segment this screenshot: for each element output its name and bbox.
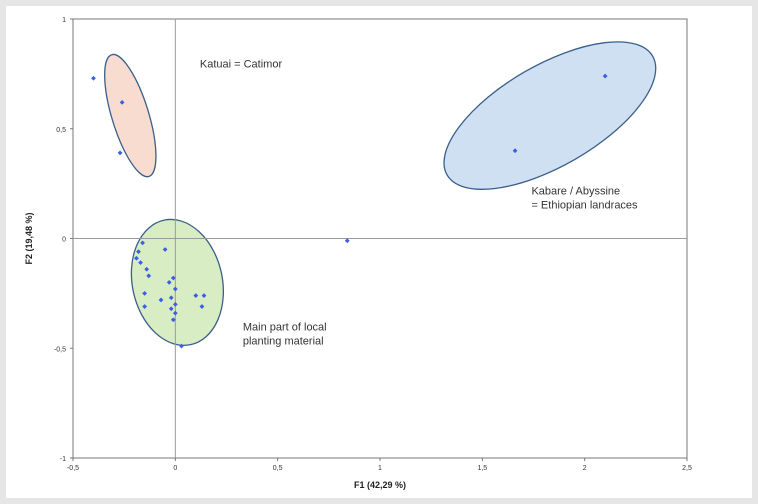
data-point bbox=[172, 301, 178, 307]
data-point bbox=[179, 343, 184, 349]
x-tick-label: 0 bbox=[173, 465, 177, 472]
data-point bbox=[512, 148, 518, 154]
data-point bbox=[142, 304, 148, 309]
x-tick-label: 2,5 bbox=[682, 465, 692, 472]
data-point bbox=[166, 280, 172, 285]
scatter-chart: -0,5 0 0,5 1 1,5 2 2,510,50-0,5-1 Katuai = Cat… bbox=[24, 17, 692, 490]
data-point bbox=[199, 304, 205, 309]
x-axis-title: F1 (42,29 %) bbox=[354, 480, 406, 490]
group-ellipse-0 bbox=[104, 53, 157, 178]
group-annotation-2: = Ethiopian landraces bbox=[531, 200, 638, 212]
data-point bbox=[138, 260, 143, 266]
y-axis-title: F2 (19,48 %) bbox=[24, 212, 34, 264]
group-annotation-1: planting material bbox=[243, 336, 324, 348]
data-point bbox=[117, 150, 123, 156]
y-tick-label: 1 bbox=[62, 17, 66, 24]
group-ellipse-1 bbox=[130, 218, 225, 347]
data-point bbox=[158, 297, 164, 303]
data-point bbox=[344, 238, 350, 244]
data-point bbox=[170, 275, 176, 281]
y-tick-label: 0,5 bbox=[56, 127, 66, 134]
x-tick-label: 2 bbox=[583, 465, 587, 472]
data-point bbox=[136, 249, 141, 255]
x-tick-label: 1 bbox=[378, 465, 382, 472]
x-tick-label: 1,5 bbox=[477, 465, 487, 472]
data-point bbox=[144, 266, 150, 272]
data-point bbox=[134, 255, 139, 261]
data-point bbox=[168, 306, 174, 312]
data-point bbox=[140, 240, 145, 246]
data-point bbox=[119, 100, 125, 105]
group-annotation-2: Kabare / Abyssine bbox=[531, 186, 620, 198]
data-point bbox=[91, 75, 96, 81]
data-point bbox=[168, 295, 174, 301]
group-annotation-1: Main part of local bbox=[243, 322, 327, 334]
data-point bbox=[162, 247, 168, 252]
data-point bbox=[172, 286, 178, 292]
group-ellipse-2 bbox=[443, 41, 657, 190]
x-tick-label: 0,5 bbox=[273, 465, 283, 472]
data-point bbox=[193, 293, 199, 298]
chart-frame: -0,5 0 0,5 1 1,5 2 2,5 1 0,5 0 -0,5 -1 Katuai = Cat… bbox=[6, 6, 752, 498]
data-point bbox=[201, 293, 207, 298]
data-point bbox=[142, 290, 148, 296]
group-annotation-0: Katuai = Catimor bbox=[200, 58, 283, 70]
y-tick-label: -0,5 bbox=[54, 346, 66, 353]
y-tick-label: 0 bbox=[62, 237, 66, 244]
x-tick-label: -0,5 bbox=[67, 465, 79, 472]
data-point bbox=[172, 310, 178, 316]
y-tick-label: -1 bbox=[60, 456, 66, 463]
data-point bbox=[170, 317, 176, 323]
data-point bbox=[602, 73, 608, 79]
data-point bbox=[146, 273, 152, 279]
